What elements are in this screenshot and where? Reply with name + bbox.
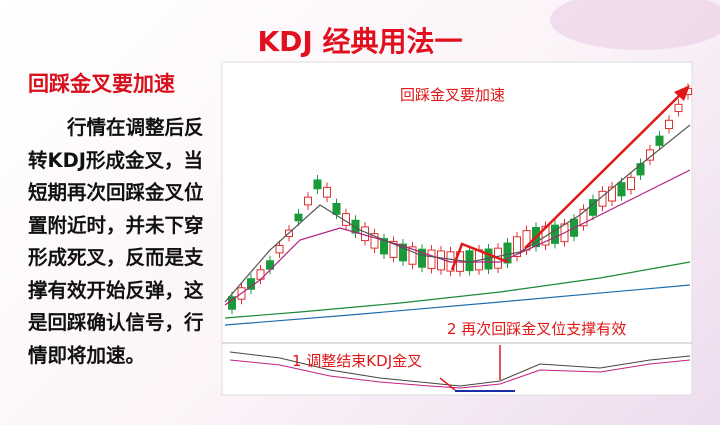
- candle: [399, 243, 407, 262]
- pointer: [439, 377, 456, 391]
- candle: [294, 213, 303, 222]
- candle: [513, 236, 521, 258]
- candle: [636, 163, 645, 176]
- arrow: [450, 242, 509, 271]
- candle: [608, 186, 616, 202]
- subtitle: 回踩金叉要加速: [28, 72, 175, 96]
- chart-panel: [221, 61, 693, 396]
- body-line: 是回踩确认信号，行: [28, 311, 204, 334]
- ma-line: [224, 169, 691, 306]
- candle: [427, 249, 436, 270]
- body-line: 行情在调整后反: [28, 116, 204, 139]
- body-line: 短期再次回踩金叉位: [28, 181, 204, 204]
- ma-line: [224, 261, 691, 319]
- candle: [380, 238, 388, 255]
- body-line: 情即将加速。: [28, 343, 146, 367]
- candle: [275, 244, 284, 254]
- candle: [646, 149, 654, 161]
- candle: [674, 103, 683, 113]
- kdj-line: [229, 359, 691, 389]
- candle: [579, 208, 588, 227]
- candle: [551, 224, 559, 244]
- candle: [370, 233, 379, 249]
- annotation: 1 调整结束KDJ金叉: [292, 352, 422, 370]
- flower-decor: [550, 0, 720, 50]
- candle: [617, 182, 626, 197]
- candle: [389, 240, 398, 258]
- ma-line: [224, 284, 691, 326]
- annotation: 回踩金叉要加速: [400, 86, 505, 104]
- title: KDJ 经典用法一: [257, 25, 463, 58]
- body-line: 转KDJ形成金叉，当: [28, 148, 204, 172]
- candle: [418, 248, 426, 268]
- body-line: 撑有效开始反弹，这: [28, 278, 204, 302]
- kdj-line: [229, 351, 691, 387]
- candle: [323, 186, 331, 198]
- candle: [408, 246, 417, 265]
- annotation: 2 再次回踩金叉位支撑有效: [447, 320, 626, 338]
- candle: [465, 250, 474, 272]
- body-line: 置附近时，并未下穿: [28, 213, 204, 237]
- candle: [332, 202, 341, 215]
- body-line: 形成死叉，反而是支: [28, 246, 204, 269]
- candle: [665, 119, 673, 130]
- candle: [655, 135, 664, 146]
- candle: [627, 176, 635, 191]
- body-text: 行情在调整后反 转KDJ形成金叉，当 短期再次回踩金叉位 置附近时，并未下穿 形成死叉，…: [28, 112, 223, 372]
- arrow-head: [674, 85, 690, 101]
- candle: [313, 179, 322, 190]
- ma-line: [224, 124, 691, 303]
- arrow: [524, 91, 684, 249]
- candle: [304, 196, 312, 206]
